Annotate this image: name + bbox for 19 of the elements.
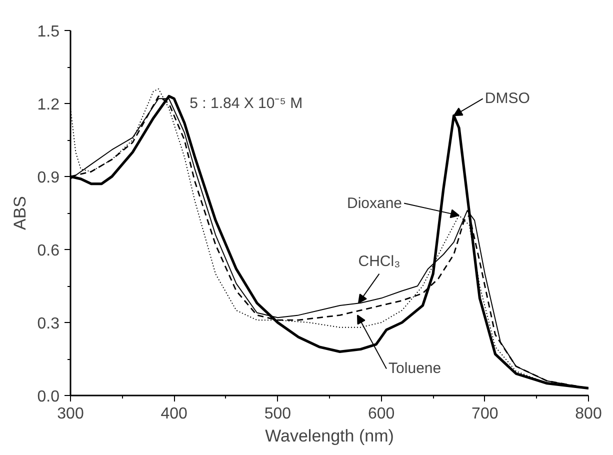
annotation: Toluene (388, 360, 442, 378)
x-tick-label: 400 (160, 406, 188, 422)
x-tick-label: 300 (57, 406, 84, 422)
x-tick-label: 800 (575, 406, 602, 422)
x-tick-label: 600 (368, 406, 395, 422)
y-tick-label: 1.5 (37, 24, 60, 40)
annotation: 5 : 1.84 X 10⁻⁵ M (190, 95, 303, 112)
annotation: CHCl₃ (358, 253, 400, 270)
y-tick-label: 0.0 (37, 388, 60, 406)
y-tick-label: 0.9 (37, 170, 60, 186)
annotation: DMSO (484, 90, 530, 108)
annotation: Dioxane (346, 194, 402, 212)
x-tick-label: 700 (472, 406, 498, 422)
x-axis-title: Wavelength (nm) (265, 426, 394, 446)
y-tick-label: 0.3 (37, 316, 60, 332)
x-tick-label: 500 (264, 406, 292, 422)
y-axis-title: ABS (10, 196, 30, 230)
y-tick-label: 1.2 (37, 96, 60, 114)
y-tick-label: 0.6 (37, 242, 60, 260)
